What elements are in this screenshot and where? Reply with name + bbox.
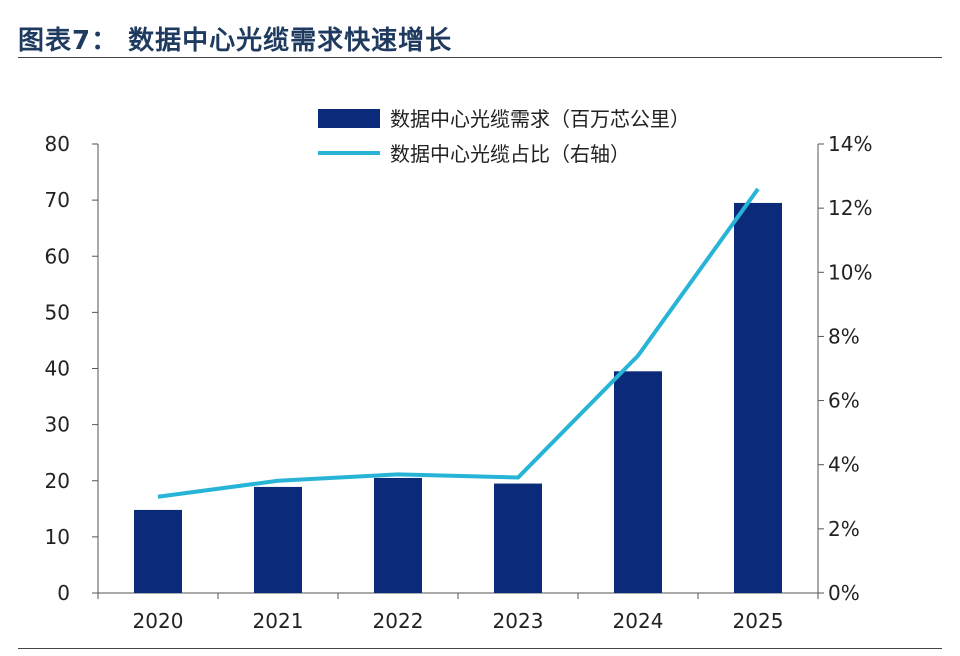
x-axis-tick-label: 2020: [133, 609, 184, 633]
left-axis-tick-label: 30: [45, 413, 70, 437]
x-axis-tick-label: 2022: [373, 609, 424, 633]
left-axis-tick-label: 50: [45, 300, 70, 324]
bar-2025: [734, 202, 782, 593]
share-line: [157, 187, 760, 499]
figure-title: 图表7： 数据中心光缆需求快速增长: [18, 26, 453, 56]
left-axis-tick-label: 40: [45, 357, 70, 381]
right-axis-tick-label: 0%: [828, 581, 860, 605]
x-axis-tick-label: 2024: [613, 609, 664, 633]
bar-2024: [614, 371, 662, 593]
x-axis-tick-label: 2023: [493, 609, 544, 633]
bar-2022: [374, 477, 422, 593]
title-divider: [18, 57, 942, 58]
legend-label-demand: 数据中心光缆需求（百万芯公里）: [390, 107, 690, 131]
bottom-divider: [18, 648, 942, 649]
x-axis-tick-label: 2025: [733, 609, 784, 633]
chart-legend: 数据中心光缆需求（百万芯公里） 数据中心光缆占比（右轴）: [318, 107, 690, 166]
right-axis-tick-label: 2%: [828, 517, 860, 541]
left-axis-tick-label: 10: [45, 525, 70, 549]
line-series: [157, 187, 760, 499]
left-axis-tick-label: 70: [45, 188, 70, 212]
bar-2020: [134, 509, 182, 593]
chart-axes: 0 10 20 30 40 50 60 70 80 0% 2% 4% 6% 8% 10% 12% 14% 2020…: [45, 132, 873, 633]
right-axis-tick-label: 14%: [828, 132, 872, 156]
legend-swatch-demand: [318, 109, 380, 128]
legend-label-share: 数据中心光缆占比（右轴）: [390, 142, 630, 166]
right-axis-tick-label: 6%: [828, 389, 860, 413]
right-axis-tick-label: 8%: [828, 324, 860, 348]
right-axis-tick-label: 12%: [828, 196, 872, 220]
bar-series: [134, 202, 782, 593]
x-axis-tick-label: 2021: [253, 609, 304, 633]
bar-2023: [494, 483, 542, 593]
left-axis-tick-label: 60: [45, 244, 70, 268]
left-axis-tick-label: 20: [45, 469, 70, 493]
left-axis-tick-label: 0: [57, 581, 70, 605]
bar-2021: [254, 486, 302, 593]
right-axis-tick-label: 10%: [828, 260, 872, 284]
left-axis-tick-label: 80: [45, 132, 70, 156]
right-axis-tick-label: 4%: [828, 453, 860, 477]
